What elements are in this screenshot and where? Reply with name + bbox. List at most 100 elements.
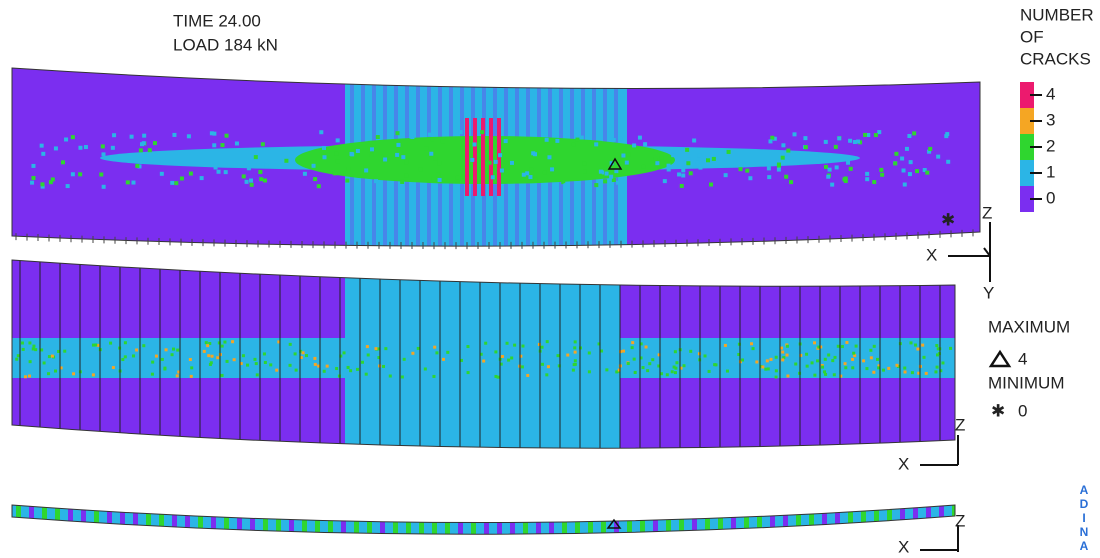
crack-speck [865,177,869,181]
crack-speck [16,500,21,550]
crack-speck [442,358,445,361]
crack-speck [781,358,784,361]
crack-speck [126,180,130,184]
crack-speck [646,369,649,372]
crack-speck [934,370,937,373]
crack-speck [588,370,591,373]
crack-speck [295,369,298,372]
crack-speck [837,345,840,348]
crack-speck [254,155,258,159]
crack-speck [588,351,591,354]
crack-speck [314,363,317,366]
crack-speck [403,358,406,361]
crack-speck [432,177,436,181]
crack-speck [936,353,939,356]
logo-letter: I [1082,511,1085,525]
crack-speck [834,145,838,149]
crack-speck [528,175,532,179]
crack-speck [364,168,368,172]
crack-speck [41,152,45,156]
crack-speck [574,340,577,343]
crack-speck [916,348,919,351]
legend-label: 3 [1046,110,1055,129]
crack-speck [689,171,693,175]
crack-speck [949,347,952,350]
crack-speck [247,166,251,170]
crack-speck [547,155,551,159]
crack-speck [107,500,112,550]
crack-speck [616,181,620,185]
crack-speck [417,347,420,350]
crack-speck [813,341,816,344]
crack-speck [176,349,179,352]
crack-speck [367,353,370,356]
crack-speck [925,372,928,375]
crack-speck [323,370,326,373]
crack-speck [775,356,778,359]
crack-band [473,118,477,196]
crack-speck [686,161,690,165]
crack-speck [361,361,364,364]
crack-speck [837,136,841,140]
crack-speck [211,355,214,358]
crack-speck [319,130,323,134]
crack-speck [766,359,769,362]
crack-speck [505,158,509,162]
crack-speck [775,369,778,372]
crack-speck [322,146,326,150]
crack-speck [572,369,575,372]
crack-speck [99,173,103,177]
crack-speck [71,172,75,176]
crack-speck [781,143,785,147]
crack-speck [384,347,387,350]
crack-speck [432,375,435,378]
crack-speck [404,174,408,178]
crack-speck [510,500,515,550]
crack-speck [748,176,752,180]
crack-speck [259,177,263,181]
crack-speck [55,500,60,550]
crack-speck [210,131,214,135]
crack-speck [907,134,911,138]
crack-speck [724,344,727,347]
crack-speck [545,373,548,376]
maximum-value: 4 [1018,349,1027,368]
crack-speck [264,361,267,364]
crack-speck [925,171,929,175]
crack-band [465,118,469,196]
crack-speck [155,355,158,358]
crack-speck [401,375,404,378]
crack-speck [609,175,613,179]
crack-speck [770,358,773,361]
crack-speck [190,366,193,369]
crack-speck [912,131,916,135]
crack-speck [805,353,808,356]
crack-speck [54,146,58,150]
crack-speck [263,352,266,355]
crack-speck [424,146,428,150]
crack-speck [786,345,789,348]
crack-speck [823,370,826,373]
crack-speck [879,168,883,172]
crack-speck [704,354,707,357]
crack-speck [705,500,710,550]
crack-speck [545,138,549,142]
crack-speck [692,139,696,143]
crack-speck [159,500,164,550]
crack-speck [831,359,834,362]
crack-band [489,118,493,196]
crack-speck [497,500,502,550]
crack-speck [915,169,919,173]
crack-speck [696,160,700,164]
crack-speck [376,135,380,139]
crack-speck [237,500,242,550]
crack-speck [221,143,225,147]
crack-speck [124,341,127,344]
crack-speck [853,140,857,144]
crack-speck [130,135,134,139]
crack-speck [370,154,374,158]
crack-speck [404,160,408,164]
crack-speck [29,360,32,363]
crack-speck [102,152,106,156]
crack-speck [354,500,359,550]
